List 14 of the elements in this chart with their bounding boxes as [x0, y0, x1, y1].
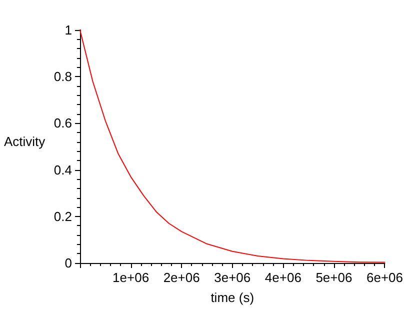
x-tick-label: 2e+06 — [163, 270, 200, 285]
x-tick-label: 5e+06 — [316, 270, 352, 285]
x-axis-title: time (s) — [210, 290, 254, 305]
y-axis-title: Activity — [4, 134, 46, 149]
y-tick-label: 1 — [64, 22, 72, 38]
x-tick-label: 6e+06 — [366, 270, 403, 285]
y-tick-label: 0.6 — [54, 116, 72, 131]
x-tick-label: 3e+06 — [214, 270, 251, 285]
x-tick-label: 1e+06 — [112, 270, 150, 285]
y-tick-label: 0.8 — [54, 69, 72, 84]
x-tick-label: 4e+06 — [264, 270, 302, 285]
y-tick-label: 0 — [64, 256, 72, 270]
y-tick-label: 0.4 — [54, 162, 72, 178]
y-tick-label: 0.2 — [54, 208, 72, 224]
